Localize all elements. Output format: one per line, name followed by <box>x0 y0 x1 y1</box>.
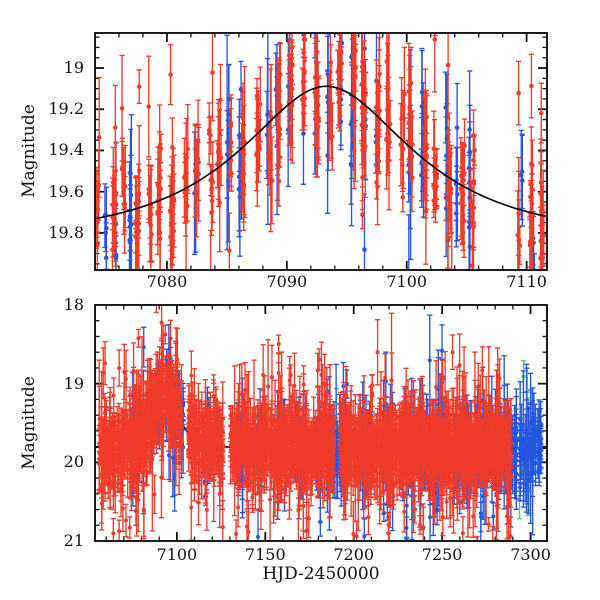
y-tick-label: 19.8 <box>48 222 84 242</box>
x-tick-label: 7090 <box>266 272 308 291</box>
y-tick-label: 19 <box>63 373 84 393</box>
x-tick-label: 7100 <box>156 545 198 564</box>
y-tick-label: 19.2 <box>48 99 84 119</box>
x-tick-label: 7080 <box>146 272 188 291</box>
y-tick-label: 18 <box>63 295 84 314</box>
y-tick-label: 21 <box>63 531 84 550</box>
x-tick-label: 7250 <box>421 545 463 564</box>
y-tick-label: 19.4 <box>48 140 84 160</box>
y-tick-label: 19 <box>63 58 84 78</box>
x-tick-label: 7150 <box>244 545 286 564</box>
x-tick-label: 7200 <box>333 545 375 564</box>
x-tick-label: 7100 <box>386 272 428 291</box>
y-tick-label: 19.6 <box>48 181 84 201</box>
bottom-panel-y-axis-label: Magnitude <box>19 376 39 470</box>
bottom-panel-x-axis-label: HJD-2450000 <box>262 564 380 584</box>
x-tick-label: 7110 <box>506 272 547 291</box>
y-tick-label: 20 <box>63 452 84 472</box>
x-tick-label: 7300 <box>510 545 551 564</box>
top-panel-y-axis-label: Magnitude <box>19 104 39 198</box>
